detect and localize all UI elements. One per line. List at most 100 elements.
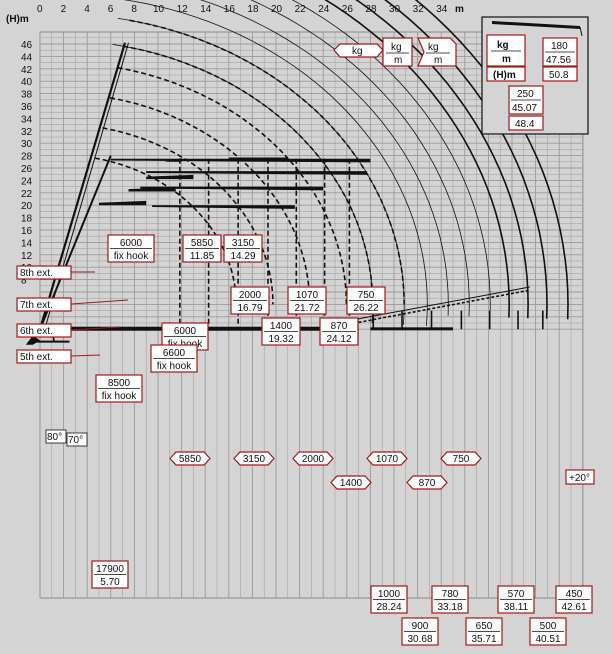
y-tick-label: 28 [21,152,33,163]
load-limit-lines [179,158,544,330]
x-tick-label: 6 [108,4,114,15]
ext-label: 7th ext. [20,300,53,311]
ext-label: 6th ext. [20,326,53,337]
upper-load-kg: 5850 [191,238,214,249]
x-tick-label: 0 [37,4,43,15]
inset-250-h: 48.4 [515,119,535,130]
legend-kg-tag [333,43,384,58]
upper-load-kg: 870 [331,321,348,332]
y-tick-label: 40 [21,77,33,88]
mid-load-tag: 750 [453,454,470,465]
x-tick-label: 16 [224,4,236,15]
x-tick-label: 26 [342,4,354,15]
inset-180-m: 47.56 [546,55,571,66]
angle-labels: 80° 70° +20° [45,429,595,485]
bottom-load-kg: 900 [412,621,429,632]
mid-load-tag: 870 [419,478,436,489]
bottom-load-m: 35.71 [471,634,496,645]
upper-load-m: 21.72 [294,303,319,314]
mid-load-tag: 2000 [302,454,325,465]
upper-load-kg: 1070 [296,290,319,301]
upper-load-m: 24.12 [326,334,351,345]
bottom-load-kg: 650 [476,621,493,632]
bottom-load-m: 33.18 [437,602,462,613]
jib-load-m: fix hook [102,391,137,402]
x-tick-label: 4 [84,4,90,15]
upper-load-m: 19.32 [268,334,293,345]
x-tick-label: 10 [153,4,165,15]
inset-kg: kg [497,40,509,51]
upper-load-m: 26.22 [353,303,378,314]
y-tick-label: 30 [21,139,33,150]
bottom-load-kg: 1000 [378,589,401,600]
bottom-load-kg: 570 [508,589,525,600]
upper-load-kg: 750 [358,290,375,301]
x-tick-label: 34 [436,4,448,15]
upper-load-m: 11.85 [190,251,215,262]
x-tick-label: 20 [271,4,283,15]
mid-load-tag: 3150 [243,454,266,465]
x-tick-label: 14 [200,4,212,15]
x-tick-label: 12 [177,4,189,15]
inset-h: (H)m [493,70,516,81]
extension-labels: 8th ext. 7th ext. 6th ext. 5th ext. [16,265,129,364]
y-tick-label: 18 [21,214,33,225]
x-tick-label: 18 [247,4,259,15]
mid-load-tag: 1400 [340,478,363,489]
jib-inset: kg m (H)m 180 47.56 50.8 250 45.07 48.4 [481,16,589,135]
inset-250-m: 45.07 [512,103,537,114]
bottom-load-m: 5.70 [100,577,120,588]
inset-m: m [502,54,511,65]
x-tick-label: 2 [61,4,67,15]
legend-kg-m-bottom2: m [434,55,442,66]
bottom-load-kg: 450 [566,589,583,600]
bottom-load-kg: 500 [540,621,557,632]
upper-load-m: 16.79 [237,303,262,314]
upper-load-kg: 2000 [239,290,262,301]
jib-load-kg: 6600 [163,348,186,359]
y-tick-label: 38 [21,90,33,101]
load-labels: 6000 fix hook 6000 fix hook 6600 fix hook 8500… [91,234,593,646]
jib-load-kg: 6000 [120,238,143,249]
y-tick-label: 26 [21,164,33,175]
y-tick-label: 24 [21,176,33,187]
bottom-load-m: 38.11 [504,602,529,613]
bottom-load-kg: 780 [442,589,459,600]
y-tick-label: 32 [21,127,33,138]
jib-load-kg: 8500 [108,378,131,389]
y-tick-label: 22 [21,189,33,200]
bottom-load-m: 30.68 [407,634,432,645]
jib-load-m: fix hook [157,361,192,372]
upper-load-kg: 3150 [232,238,255,249]
y-tick-label: 12 [21,251,33,262]
inset-180-h: 50.8 [549,70,569,81]
x-tick-label: 22 [295,4,307,15]
y-tick-label: 34 [21,114,33,125]
ext-label: 8th ext. [20,268,53,279]
x-tick-label: 32 [413,4,425,15]
y-axis-unit: (H)m [6,14,29,25]
y-tick-label: 46 [21,40,33,51]
inset-180-kg: 180 [551,41,568,52]
bottom-load-m: 40.51 [535,634,560,645]
axis-ticks: 0 2 4 6 8 10 12 14 16 18 20 22 24 26 28 30 32 34464442403… [21,4,448,287]
bottom-load-kg: 17900 [96,564,124,575]
angle-80: 80° [47,432,62,443]
y-tick-label: 16 [21,226,33,237]
legend-kg: kg [352,46,363,57]
x-tick-label: 24 [318,4,330,15]
upper-load-kg: 1400 [270,321,293,332]
angle-plus20: +20° [569,473,590,484]
y-tick-label: 36 [21,102,33,113]
x-tick-label: 8 [131,4,137,15]
bottom-load-m: 28.24 [376,602,401,613]
jib-load-kg: 6000 [174,326,197,337]
bottom-load-m: 42.61 [561,602,586,613]
y-tick-label: 14 [21,238,33,249]
legend-kg-m-bottom: m [394,55,402,66]
x-tick-label: 30 [389,4,401,15]
angle-70: 70° [68,435,83,446]
legend-kg-m-top2: kg [428,42,439,53]
legend-kg-m-top: kg [391,42,402,53]
